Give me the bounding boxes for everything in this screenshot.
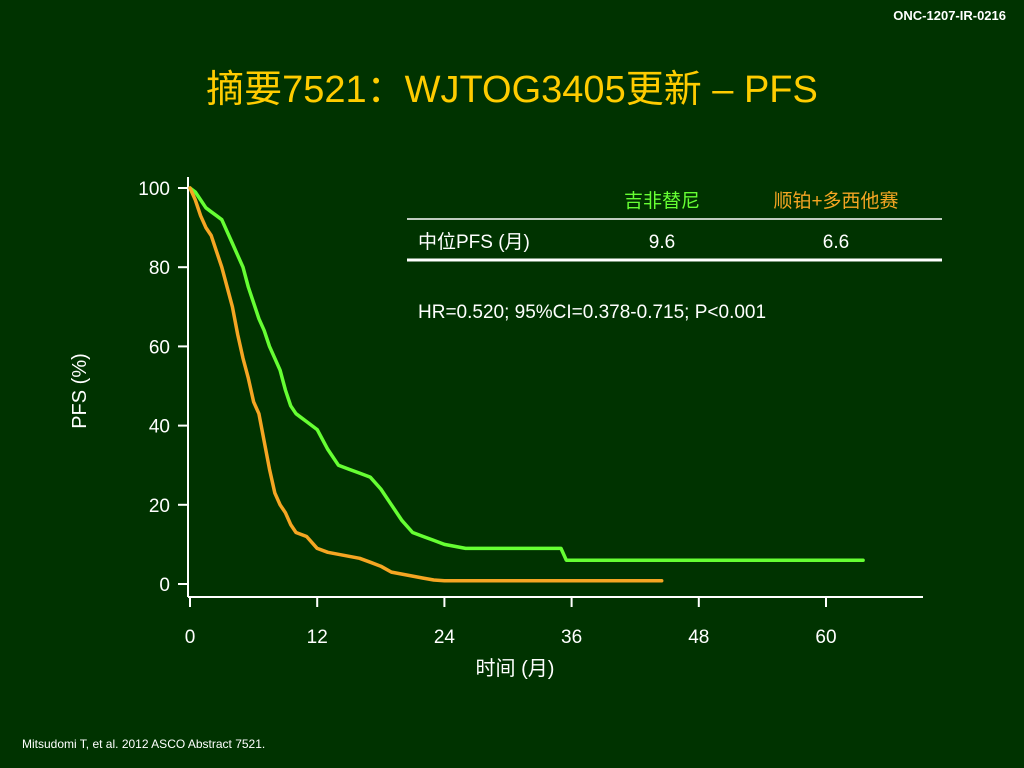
slide-title: 摘要7521：WJTOG3405更新 – PFS	[206, 69, 818, 111]
table-row-label: 中位PFS (月)	[418, 231, 530, 253]
hazard-ratio-text: HR=0.520; 95%CI=0.378-0.715; P<0.001	[418, 302, 766, 323]
y-tick-label: 0	[159, 575, 170, 596]
y-tick-label: 40	[149, 417, 170, 438]
summary-table: 吉非替尼 顺铂+多西他赛 中位PFS (月) 9.6 6.6 HR=0.520;…	[407, 190, 942, 323]
y-tick-label: 100	[138, 179, 170, 200]
table-header-gefitinib: 吉非替尼	[624, 190, 700, 212]
y-tick-label: 80	[149, 258, 170, 279]
series-line-gefitinib	[188, 186, 865, 562]
x-tick-label: 60	[815, 627, 836, 648]
x-tick-label: 12	[307, 627, 328, 648]
slide-code: ONC-1207-IR-0216	[893, 8, 1006, 23]
y-axis-label: PFS (%)	[69, 353, 91, 429]
x-tick-label: 36	[561, 627, 582, 648]
y-tick-label: 60	[149, 337, 170, 358]
table-header-chemo: 顺铂+多西他赛	[773, 190, 898, 212]
y-tick-label: 20	[149, 496, 170, 517]
x-tick-label: 48	[688, 627, 709, 648]
x-tick-label: 0	[185, 627, 196, 648]
x-tick-label: 24	[434, 627, 456, 648]
chart-series	[188, 186, 865, 583]
table-value-chemo: 6.6	[823, 232, 849, 253]
chart-axes: 0 20 40 60 80 100 0 12 24 36 48 60	[138, 177, 923, 648]
x-axis-label: 时间 (月)	[476, 657, 555, 680]
citation: Mitsudomi T, et al. 2012 ASCO Abstract 7…	[22, 737, 266, 751]
table-value-gefitinib: 9.6	[649, 232, 675, 253]
series-line-chemo	[188, 186, 664, 583]
